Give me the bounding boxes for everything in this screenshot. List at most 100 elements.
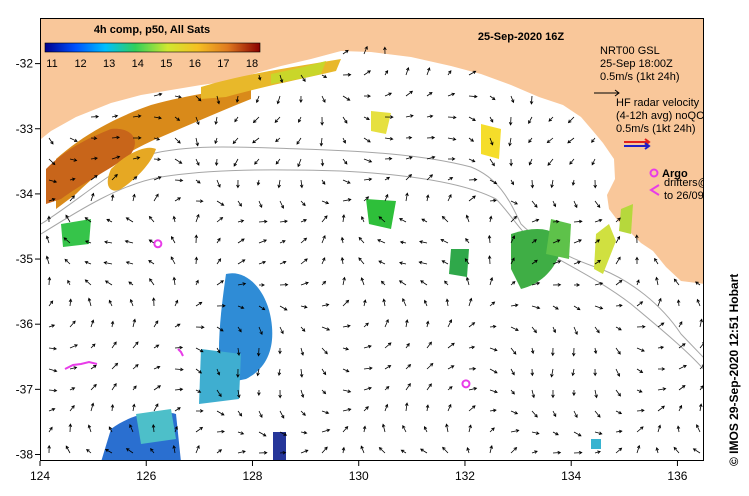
current-vector-arrow [594, 305, 604, 310]
current-vector-arrow [237, 389, 241, 399]
current-vector-arrow [678, 404, 683, 412]
current-vector-arrow [363, 158, 373, 163]
current-vector-arrow [279, 431, 288, 436]
current-vector-arrow [594, 218, 603, 223]
x-tick-label: 136 [667, 469, 687, 483]
current-vector-arrow [615, 326, 622, 331]
current-vector-arrow [510, 347, 517, 355]
current-vector-arrow [426, 114, 434, 119]
current-vector-arrow [195, 95, 202, 102]
current-vector-arrow [84, 240, 92, 244]
current-vector-arrow [321, 303, 330, 307]
current-vector-arrow [90, 343, 96, 349]
current-vector-arrow [90, 383, 97, 391]
sst-patches [46, 59, 633, 460]
current-vector-arrow [531, 326, 537, 334]
current-vector-arrow [572, 389, 576, 397]
current-vector-arrow [149, 278, 155, 286]
current-vector-arrow [510, 389, 515, 395]
current-vector-arrow [636, 426, 644, 433]
current-vector-arrow [300, 430, 308, 435]
current-vector-arrow [363, 196, 370, 202]
current-vector-arrow [508, 116, 513, 126]
current-vector-arrow [150, 447, 155, 454]
current-vector-arrow [342, 407, 352, 412]
current-vector-arrow [405, 363, 412, 370]
current-vector-arrow [423, 426, 428, 433]
legend-drifter-line-2: to 26/09-12Z [664, 190, 704, 202]
current-vector-arrow [489, 277, 494, 286]
current-vector-arrow [84, 217, 92, 223]
current-vector-arrow [174, 367, 184, 372]
current-vector-arrow [341, 214, 346, 223]
current-vector-arrow [195, 347, 204, 353]
current-vector-arrow [531, 239, 537, 244]
current-vector-arrow [636, 389, 643, 393]
current-vector-arrow [321, 326, 331, 331]
current-vector-arrow [447, 92, 456, 97]
current-vector-arrow [468, 116, 476, 121]
current-vector-arrow [510, 281, 516, 286]
current-vector-arrow [425, 194, 430, 202]
current-vector-arrow [320, 116, 324, 126]
current-vector-arrow [489, 368, 498, 374]
current-vector-arrow [363, 116, 370, 121]
y-tick-label: -33 [16, 122, 34, 136]
current-vector-arrow [132, 403, 136, 412]
current-vector-arrow [48, 368, 58, 373]
current-vector-arrow [573, 283, 581, 287]
current-vector-arrow [573, 239, 582, 244]
current-vector-arrow [111, 341, 117, 349]
current-vector-arrow [258, 283, 265, 287]
current-vector-arrow [402, 297, 407, 307]
y-axis-ticks: -32 -33 -34 -35 -36 -37 -38 [16, 57, 40, 461]
current-vector-arrow [636, 444, 641, 454]
current-vector-arrow [342, 389, 352, 393]
current-vector-arrow [400, 449, 407, 454]
current-vector-arrow [129, 424, 134, 433]
current-vector-arrow [530, 368, 535, 377]
current-vector-arrow [489, 389, 498, 394]
current-vector-arrow [692, 448, 701, 454]
current-vector-arrow [441, 260, 449, 265]
current-vector-arrow [216, 429, 225, 434]
current-vector-arrow [48, 158, 56, 166]
colorbar-tick-label: 16 [189, 58, 201, 70]
current-vector-arrow [125, 261, 134, 265]
x-tick-label: 132 [455, 469, 475, 483]
current-vector-arrow [340, 256, 345, 265]
current-vector-arrow [153, 403, 159, 412]
current-vector-arrow [489, 116, 494, 123]
current-vector-arrow [678, 385, 686, 391]
current-vector-arrow [174, 299, 179, 307]
current-vector-arrow [174, 425, 178, 433]
current-vector-arrow [69, 405, 75, 412]
current-vector-arrow [90, 364, 97, 370]
y-tick-label: -37 [16, 382, 34, 396]
current-vector-arrow [465, 237, 470, 244]
map-frame: 4h comp, p50, All Sats 11 12 13 14 15 16 17 18 … [40, 18, 704, 461]
current-vector-arrow [447, 403, 452, 412]
current-vector-arrow [216, 179, 221, 188]
current-vector-arrow [216, 200, 225, 206]
current-vector-arrow [300, 258, 308, 265]
current-vector-arrow [174, 95, 182, 99]
current-vector-arrow [214, 137, 218, 145]
current-vector-arrow [489, 95, 496, 101]
current-vector-arrow [48, 324, 56, 328]
current-vector-arrow [90, 156, 98, 161]
current-vector-arrow [594, 200, 601, 209]
current-vector-arrow [275, 137, 281, 143]
current-vector-arrow [615, 447, 623, 454]
current-vector-arrow [465, 214, 470, 223]
current-vector-arrow [237, 326, 242, 333]
current-vector-arrow [256, 179, 261, 186]
current-vector-arrow [342, 158, 348, 165]
current-vector-arrow [418, 260, 428, 265]
current-vector-arrow [132, 156, 141, 160]
current-vector-arrow [148, 215, 155, 223]
current-vector-arrow [237, 238, 245, 244]
current-vector-arrow [593, 179, 597, 189]
current-vector-arrow [508, 137, 512, 147]
current-vector-arrow [546, 137, 554, 144]
